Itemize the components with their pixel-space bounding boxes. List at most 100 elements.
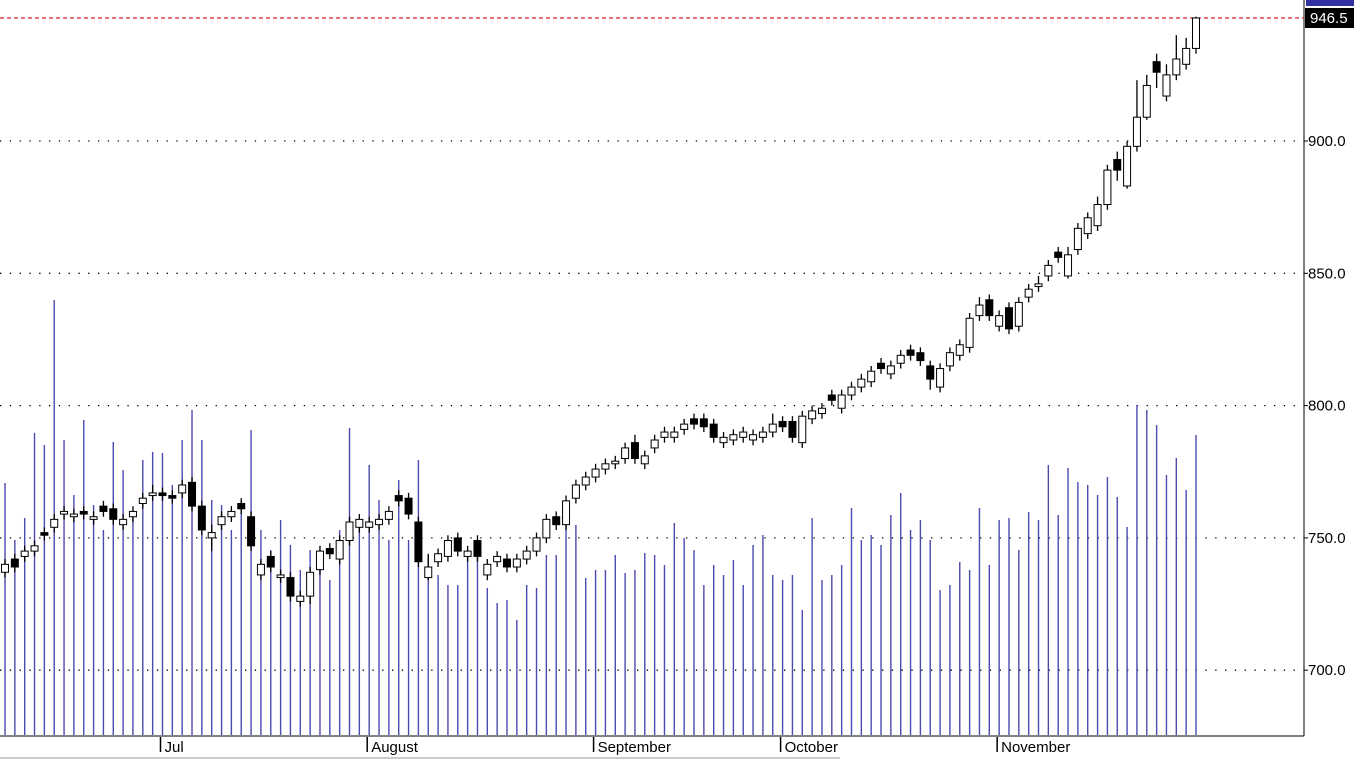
candle-body: [227, 510, 236, 518]
candle-body: [119, 518, 128, 526]
candle-body: [680, 423, 689, 430]
candle-body: [335, 540, 344, 560]
candle-body: [562, 500, 571, 526]
candle-body: [1132, 116, 1141, 147]
candle-body: [1103, 169, 1112, 206]
candle-body: [197, 505, 206, 531]
candle-body: [758, 431, 767, 438]
candle-body: [975, 304, 984, 317]
candle-body: [286, 577, 295, 597]
x-tick-label: November: [1001, 739, 1070, 756]
price-marker: [1306, 0, 1354, 6]
candle-body: [217, 516, 226, 526]
candle-body: [30, 545, 39, 552]
candle-body: [985, 299, 994, 317]
candle-body: [188, 481, 197, 507]
candle-body: [1172, 58, 1181, 76]
candle-body: [1083, 217, 1092, 235]
candle-body: [621, 447, 630, 460]
candle-body: [739, 431, 748, 438]
candle-body: [886, 365, 895, 375]
candle-body: [1073, 227, 1082, 250]
y-tick-label: 700.0: [1308, 662, 1346, 679]
candle-body: [798, 415, 807, 444]
candle-body: [483, 563, 492, 576]
y-tick-label: 750.0: [1308, 530, 1346, 547]
candle-body: [699, 418, 708, 428]
candle-body: [148, 492, 157, 497]
candle-body: [40, 532, 49, 536]
candle-body: [384, 510, 393, 520]
candle-body: [69, 513, 78, 518]
candle-body: [532, 537, 541, 552]
candle-body: [493, 555, 502, 563]
candle-body: [906, 349, 915, 356]
candle-body: [256, 563, 265, 576]
candle-body: [345, 521, 354, 542]
candle-body: [729, 434, 738, 441]
candle-body: [817, 407, 826, 415]
candle-body: [414, 521, 423, 563]
candle-body: [512, 558, 521, 568]
candle-body: [1004, 307, 1013, 330]
candle-body: [1054, 251, 1063, 258]
candle-body: [778, 420, 787, 428]
candle-body: [650, 439, 659, 449]
candle-body: [1034, 283, 1043, 288]
candle-body: [1024, 288, 1033, 298]
candle-body: [877, 362, 886, 370]
candle-body: [670, 431, 679, 438]
candle-body: [581, 476, 590, 486]
candle-body: [965, 317, 974, 348]
candle-body: [276, 574, 285, 579]
x-tick-label: October: [785, 739, 838, 756]
candle-body: [502, 558, 511, 568]
x-tick-label: Jul: [164, 739, 183, 756]
candle-body: [571, 484, 580, 499]
candle-body: [640, 455, 649, 465]
y-tick-label: 850.0: [1308, 265, 1346, 282]
candle-body: [325, 547, 334, 555]
candle-body: [660, 431, 669, 438]
candle-body: [158, 492, 167, 497]
candle-body: [20, 550, 29, 557]
candle-body: [453, 537, 462, 552]
candle-body: [60, 510, 69, 515]
candle-body: [1152, 61, 1161, 73]
candle-body: [315, 550, 324, 571]
candle-body: [99, 505, 108, 512]
candle-body: [247, 516, 256, 547]
x-tick-label: September: [598, 739, 671, 756]
candle-body: [837, 394, 846, 409]
candle-body: [89, 516, 98, 520]
candle-body: [601, 463, 610, 470]
candle-body: [463, 550, 472, 557]
candle-body: [79, 510, 88, 515]
candle-body: [788, 420, 797, 438]
last-price-box: [1305, 7, 1354, 28]
candle-body: [296, 595, 305, 602]
candle-body: [542, 518, 551, 539]
candle-body: [1113, 159, 1122, 171]
y-tick-label: 800.0: [1308, 398, 1346, 415]
candle-body: [1182, 47, 1191, 65]
last-price-label: 946.5: [1310, 10, 1348, 27]
candle-body: [394, 495, 403, 502]
candle-body: [1142, 84, 1151, 118]
candle-body: [916, 352, 925, 362]
candle-body: [207, 532, 216, 539]
candle-body: [355, 518, 364, 528]
candle-body: [768, 423, 777, 433]
candle-body: [630, 442, 639, 460]
candle-body: [375, 518, 384, 526]
candle-body: [808, 410, 817, 420]
candle-body: [522, 550, 531, 560]
candle-body: [857, 378, 866, 388]
candle-body: [1014, 301, 1023, 327]
candle-body: [1, 563, 9, 573]
candle-body: [690, 418, 699, 425]
candle-body: [827, 394, 836, 401]
y-tick-label: 900.0: [1308, 133, 1346, 150]
candle-body: [945, 352, 954, 367]
